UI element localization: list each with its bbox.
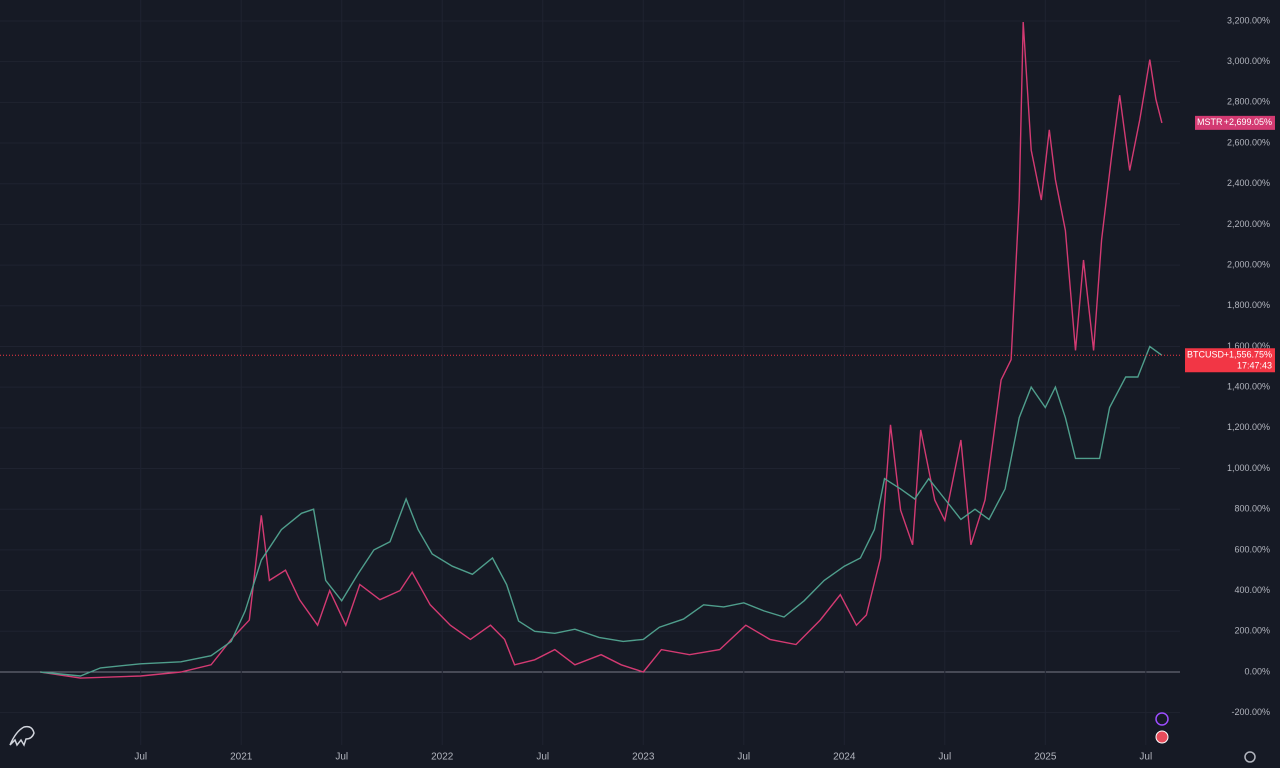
y-tick-label: 2,400.00% [1227, 178, 1270, 188]
x-tick-label: Jul [134, 752, 147, 763]
y-tick-label: 2,200.00% [1227, 219, 1270, 229]
series-name: MSTR [1197, 117, 1223, 127]
plot [0, 21, 1180, 679]
settings-icon[interactable] [1244, 751, 1256, 763]
price-badge [1185, 348, 1275, 373]
y-tick-label: -200.00% [1231, 707, 1270, 717]
last-value-label: +2,699.05% [1224, 117, 1272, 127]
x-tick-label: 2022 [431, 752, 454, 763]
y-tick-label: 3,000.00% [1227, 56, 1270, 66]
series-line [40, 345, 1163, 677]
x-tick-label: 2021 [230, 752, 253, 763]
logo-icon [9, 725, 35, 747]
countdown: 17:47:43 [1237, 361, 1272, 371]
y-tick-label: 600.00% [1234, 544, 1270, 554]
x-tick-label: Jul [1139, 752, 1152, 763]
y-tick-label: 1,000.00% [1227, 463, 1270, 473]
x-tick-label: 2023 [632, 752, 655, 763]
axis-labels: -200.00% 0.00% 200.00% 400.00% 600.00% 800.00… [134, 15, 1275, 763]
x-tick-label: Jul [335, 752, 348, 763]
y-tick-label: 3,200.00% [1227, 15, 1270, 25]
icon[interactable] [1155, 712, 1169, 726]
y-tick-label: 400.00% [1234, 585, 1270, 595]
series-line [40, 21, 1163, 679]
bottom-icons[interactable] [1155, 712, 1256, 763]
y-tick-label: 1,600.00% [1227, 341, 1270, 351]
x-tick-label: Jul [737, 752, 750, 763]
y-tick-label: 1,200.00% [1227, 422, 1270, 432]
y-tick-label: 2,600.00% [1227, 137, 1270, 147]
y-tick-label: 1,800.00% [1227, 300, 1270, 310]
y-tick-label: 2,000.00% [1227, 259, 1270, 269]
grid [0, 0, 1180, 745]
series-name: BTCUSD [1187, 350, 1225, 360]
logo [9, 725, 35, 747]
x-tick-label: Jul [536, 752, 549, 763]
icon[interactable] [1155, 730, 1169, 744]
x-tick-label: Jul [938, 752, 951, 763]
y-tick-label: 800.00% [1234, 504, 1270, 514]
y-tick-label: 2,800.00% [1227, 97, 1270, 107]
y-tick-label: 200.00% [1234, 626, 1270, 636]
last-value-label: +1,556.75% [1224, 350, 1272, 360]
y-tick-label: 1,400.00% [1227, 382, 1270, 392]
x-tick-label: 2025 [1034, 752, 1057, 763]
price-badge [1195, 115, 1275, 130]
x-tick-label: 2024 [833, 752, 856, 763]
y-tick-label: 0.00% [1244, 666, 1270, 676]
